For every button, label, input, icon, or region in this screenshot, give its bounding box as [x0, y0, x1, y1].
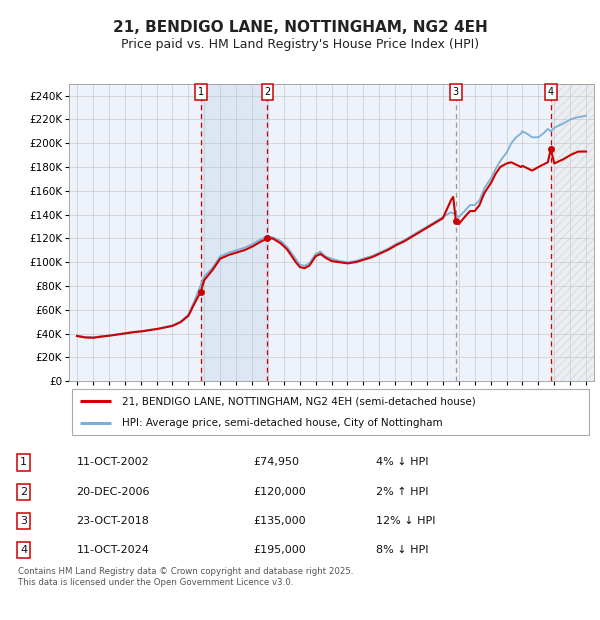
Text: This data is licensed under the Open Government Licence v3.0.: This data is licensed under the Open Gov… — [18, 578, 293, 587]
Text: Price paid vs. HM Land Registry's House Price Index (HPI): Price paid vs. HM Land Registry's House … — [121, 38, 479, 51]
Text: 4: 4 — [548, 87, 554, 97]
Text: £195,000: £195,000 — [253, 546, 306, 556]
Bar — [551, 84, 594, 381]
Text: 11-OCT-2024: 11-OCT-2024 — [77, 546, 149, 556]
Text: HPI: Average price, semi-detached house, City of Nottingham: HPI: Average price, semi-detached house,… — [121, 418, 442, 428]
FancyBboxPatch shape — [71, 389, 589, 435]
Text: 4: 4 — [20, 546, 27, 556]
Text: 23-OCT-2018: 23-OCT-2018 — [77, 516, 149, 526]
Text: 2: 2 — [20, 487, 27, 497]
Text: 21, BENDIGO LANE, NOTTINGHAM, NG2 4EH (semi-detached house): 21, BENDIGO LANE, NOTTINGHAM, NG2 4EH (s… — [121, 396, 475, 406]
Text: 3: 3 — [20, 516, 27, 526]
Text: 8% ↓ HPI: 8% ↓ HPI — [376, 546, 429, 556]
Text: £120,000: £120,000 — [253, 487, 306, 497]
Bar — [201, 84, 268, 381]
Text: £74,950: £74,950 — [253, 458, 299, 467]
Text: 2: 2 — [264, 87, 271, 97]
Text: £135,000: £135,000 — [253, 516, 305, 526]
Text: 2% ↑ HPI: 2% ↑ HPI — [376, 487, 429, 497]
Text: 3: 3 — [452, 87, 459, 97]
Text: 1: 1 — [20, 458, 27, 467]
Bar — [551, 84, 594, 381]
Text: 11-OCT-2002: 11-OCT-2002 — [77, 458, 149, 467]
Text: 21, BENDIGO LANE, NOTTINGHAM, NG2 4EH: 21, BENDIGO LANE, NOTTINGHAM, NG2 4EH — [113, 20, 487, 35]
Text: 12% ↓ HPI: 12% ↓ HPI — [376, 516, 436, 526]
Text: Contains HM Land Registry data © Crown copyright and database right 2025.: Contains HM Land Registry data © Crown c… — [18, 567, 353, 576]
Text: 1: 1 — [197, 87, 204, 97]
Text: 20-DEC-2006: 20-DEC-2006 — [77, 487, 150, 497]
Text: 4% ↓ HPI: 4% ↓ HPI — [376, 458, 429, 467]
